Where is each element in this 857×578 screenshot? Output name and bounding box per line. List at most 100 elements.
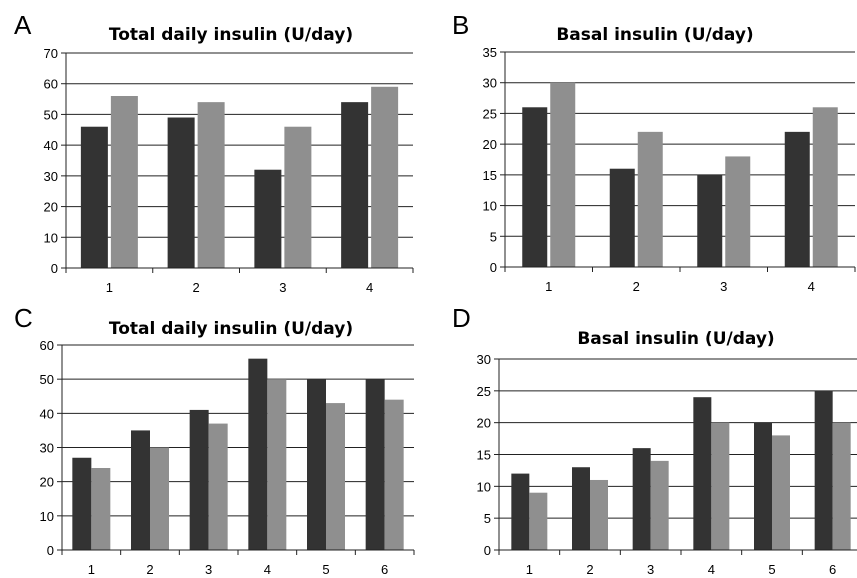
y-tick-label: 50 — [44, 107, 58, 122]
chart-title-b: Basal insulin (U/day) — [556, 25, 753, 45]
y-tick-label: 10 — [44, 230, 58, 245]
y-tick-label: 30 — [477, 352, 491, 367]
bar-series-1-category-1 — [80, 126, 108, 268]
y-tick-label: 15 — [483, 168, 497, 183]
bar-series-1-category-1 — [511, 473, 530, 550]
bar-series-2-category-4 — [267, 379, 287, 550]
y-tick-label: 10 — [483, 199, 497, 214]
x-tick-label: 2 — [633, 279, 640, 294]
bar-series-1-category-4 — [784, 131, 810, 267]
y-tick-label: 0 — [484, 543, 491, 558]
panel-d: D Basal insulin (U/day) 0 5 10 15 20 25 30 1 2 3 4… — [452, 303, 857, 577]
x-tick-label: 1 — [106, 280, 113, 295]
bar-series-1-category-4 — [693, 397, 712, 550]
chart-title-c: Total daily insulin (U/day) — [109, 319, 353, 339]
bar-series-1-category-4 — [341, 102, 369, 269]
bar-series-1-category-1 — [522, 107, 548, 268]
x-tick-label: 3 — [205, 562, 212, 577]
y-tick-label: 0 — [47, 543, 54, 558]
bar-series-2-category-3 — [208, 423, 228, 550]
bar-series-2-category-2 — [197, 102, 225, 269]
bar-series-2-category-1 — [550, 82, 576, 267]
y-tick-label: 40 — [40, 406, 54, 421]
bar-series-2-category-3 — [725, 156, 751, 267]
y-tick-label: 20 — [483, 137, 497, 152]
bar-series-2-category-3 — [650, 460, 669, 550]
x-tick-label: 5 — [322, 562, 329, 577]
bar-series-1-category-4 — [248, 358, 268, 550]
x-tick-label: 3 — [647, 562, 654, 577]
panel-letter-d: D — [452, 303, 471, 333]
bar-series-2-category-4 — [812, 107, 838, 268]
x-tick-label: 4 — [264, 562, 271, 577]
panel-a: A Total daily insulin (U/day) 0 10 20 30 40 5… — [14, 10, 414, 295]
bar-series-2-category-4 — [371, 86, 399, 269]
y-tick-label: 30 — [483, 76, 497, 91]
panel-b: B Basal insulin (U/day) 0 5 10 15 20 25 30 35 1 2… — [452, 10, 856, 294]
x-tick-label: 6 — [829, 562, 836, 577]
y-tick-label: 20 — [44, 200, 58, 215]
plot-area-a: 0 10 20 30 40 50 60 70 1 2 3 4 — [44, 46, 414, 295]
bar-series-2-category-1 — [110, 96, 138, 268]
bar-series-1-category-2 — [131, 430, 150, 550]
y-tick-label: 60 — [44, 77, 58, 92]
bar-series-2-category-1 — [91, 468, 111, 550]
x-tick-label: 3 — [279, 280, 286, 295]
bar-series-1-category-2 — [167, 117, 195, 268]
y-tick-label: 30 — [44, 169, 58, 184]
chart-title-d: Basal insulin (U/day) — [577, 329, 774, 349]
bar-series-1-category-3 — [254, 169, 282, 268]
panel-letter-c: C — [14, 303, 33, 333]
y-tick-label: 5 — [490, 229, 497, 244]
y-tick-label: 0 — [51, 261, 58, 276]
bar-series-2-category-2 — [637, 131, 663, 267]
y-tick-label: 50 — [40, 372, 54, 387]
bar-series-2-category-6 — [832, 422, 851, 550]
y-tick-label: 60 — [40, 338, 54, 353]
bar-series-1-category-1 — [72, 457, 92, 550]
x-tick-label: 2 — [146, 562, 153, 577]
panel-letter-b: B — [452, 10, 469, 40]
x-tick-label: 4 — [366, 280, 373, 295]
bar-series-2-category-4 — [711, 422, 730, 550]
bar-series-2-category-5 — [772, 435, 790, 550]
chart-title-a: Total daily insulin (U/day) — [109, 25, 353, 45]
x-tick-label: 4 — [708, 562, 715, 577]
bar-series-1-category-6 — [365, 379, 385, 550]
y-tick-label: 10 — [40, 509, 54, 524]
y-tick-label: 25 — [477, 384, 491, 399]
bar-series-2-category-1 — [529, 492, 548, 550]
y-tick-label: 15 — [477, 448, 491, 463]
bar-series-2-category-3 — [284, 126, 312, 268]
y-tick-label: 30 — [40, 441, 54, 456]
y-tick-label: 70 — [44, 46, 58, 61]
plot-area-c: 0 10 20 30 40 50 60 1 2 3 4 5 6 — [40, 338, 415, 577]
panel-letter-a: A — [14, 10, 32, 40]
x-tick-label: 1 — [526, 562, 533, 577]
x-tick-label: 3 — [720, 279, 727, 294]
x-tick-label: 2 — [193, 280, 200, 295]
bar-series-1-category-5 — [754, 422, 772, 550]
y-tick-label: 40 — [44, 138, 58, 153]
bar-series-1-category-5 — [307, 379, 326, 550]
bar-series-2-category-6 — [384, 399, 404, 550]
panel-c: C Total daily insulin (U/day) 0 10 20 30 40 5… — [14, 303, 415, 577]
y-tick-label: 20 — [40, 475, 54, 490]
x-tick-label: 6 — [381, 562, 388, 577]
bar-series-1-category-3 — [697, 174, 723, 267]
x-tick-label: 1 — [545, 279, 552, 294]
bar-series-1-category-3 — [632, 448, 651, 550]
x-tick-label: 2 — [586, 562, 593, 577]
bar-series-2-category-2 — [150, 447, 169, 550]
y-tick-label: 0 — [490, 260, 497, 275]
bar-series-2-category-2 — [590, 479, 608, 550]
bar-series-1-category-3 — [189, 409, 209, 550]
x-tick-label: 1 — [88, 562, 95, 577]
bar-series-1-category-2 — [572, 467, 590, 550]
bar-series-1-category-6 — [814, 390, 833, 550]
y-tick-label: 10 — [477, 479, 491, 494]
plot-area-d: 0 5 10 15 20 25 30 1 2 3 4 5 6 — [477, 352, 857, 577]
y-tick-label: 25 — [483, 106, 497, 121]
bar-series-2-category-5 — [326, 403, 345, 550]
